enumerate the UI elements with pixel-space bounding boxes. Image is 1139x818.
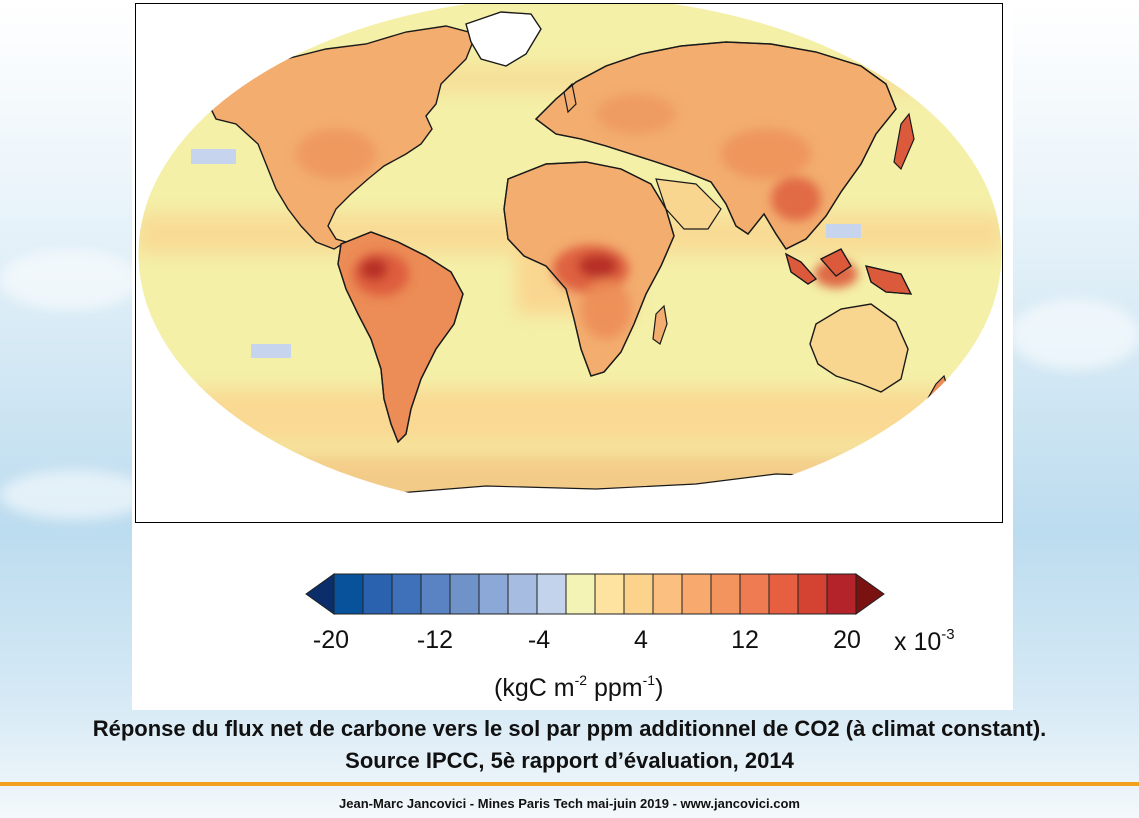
colorbar-cell: [739, 573, 770, 615]
caption-line-2: Source IPCC, 5è rapport d’évaluation, 20…: [345, 748, 794, 773]
units-exponent-2: -1: [642, 672, 656, 688]
colorbar-cell: [391, 573, 422, 615]
colorbar-cell: [420, 573, 451, 615]
world-map: [135, 3, 1003, 523]
colorbar-cell: [536, 573, 567, 615]
figure-caption: Réponse du flux net de carbone vers le s…: [0, 713, 1139, 777]
colorbar-cell: [826, 573, 857, 615]
sky-cloud: [0, 470, 150, 520]
units-exponent-1: -2: [574, 672, 588, 688]
colorbar-cell: [507, 573, 538, 615]
colorbar-tick-label: -20: [312, 626, 350, 654]
colorbar-cell: [768, 573, 799, 615]
colorbar-cell: [362, 573, 393, 615]
colorbar-cell: [652, 573, 683, 615]
footer-rule: [0, 782, 1139, 786]
colorbar-extend-high: [855, 573, 885, 615]
colorbar-tick-label: -4: [527, 626, 551, 654]
sky-cloud: [1010, 300, 1139, 370]
flux-hotspots: [296, 94, 858, 339]
sky-cloud: [0, 250, 140, 310]
caption-line-1: Réponse du flux net de carbone vers le s…: [92, 716, 1047, 741]
colorbar-cell: [797, 573, 828, 615]
units-suffix: ): [655, 674, 664, 702]
colorbar-cell: [710, 573, 741, 615]
footer-credit: Jean-Marc Jancovici - Mines Paris Tech m…: [339, 796, 800, 811]
madagascar: [652, 304, 668, 345]
colorbar-extend-low: [305, 573, 335, 615]
colorbar-tick-label: -12: [416, 626, 454, 654]
scale-prefix: x 10: [894, 628, 942, 656]
colorbar-scale-factor: x 10-3: [894, 626, 955, 657]
colorbar-tick-label: 20: [833, 626, 861, 654]
carbon-flux-map: [137, 4, 1002, 513]
colorbar-cell: [681, 573, 712, 615]
coastlines: [337, 41, 913, 444]
colorbar-cell: [333, 573, 364, 615]
colorbar-tick-label: 12: [731, 626, 759, 654]
colorbar-cell: [565, 573, 596, 615]
units-mid: ppm: [587, 674, 643, 702]
colorbar-units: (kgC m-2 ppm-1): [494, 672, 663, 703]
colorbar-cell: [478, 573, 509, 615]
colorbar-cell: [594, 573, 625, 615]
colorbar: [305, 573, 885, 615]
australia: [809, 303, 909, 393]
colorbar-cell: [449, 573, 480, 615]
japan: [893, 112, 915, 171]
british-isles: [563, 82, 577, 114]
colorbar-tick-label: 4: [634, 626, 648, 654]
colorbar-cell: [623, 573, 654, 615]
units-prefix: (kgC m: [494, 674, 575, 702]
scale-exponent: -3: [941, 626, 955, 643]
greenland: [465, 11, 542, 67]
